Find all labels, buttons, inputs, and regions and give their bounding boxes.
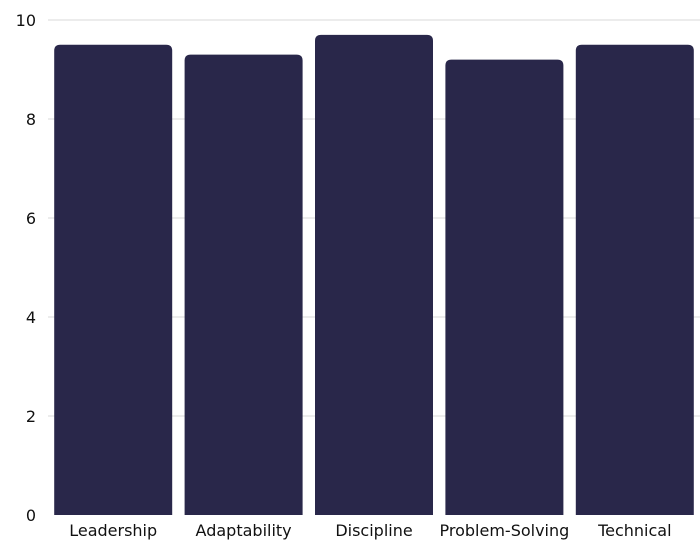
bar-technical[interactable] xyxy=(575,44,694,515)
y-axis: 0 2 4 6 8 10 xyxy=(16,11,36,525)
x-axis: Leadership Adaptability Discipline Problem-… xyxy=(69,521,671,540)
y-tick-label: 10 xyxy=(16,11,36,30)
x-tick-label: Technical xyxy=(597,521,671,540)
x-tick-label: Discipline xyxy=(335,521,412,540)
bar-problem-solving[interactable] xyxy=(445,59,564,515)
y-tick-label: 4 xyxy=(26,308,36,327)
bars xyxy=(54,34,694,516)
x-tick-label: Problem-Solving xyxy=(440,521,570,540)
x-tick-label: Adaptability xyxy=(196,521,292,540)
bar-discipline[interactable] xyxy=(315,34,433,515)
bar-leadership[interactable] xyxy=(54,44,173,515)
y-tick-label: 8 xyxy=(26,110,36,129)
y-tick-label: 2 xyxy=(26,407,36,426)
y-tick-label: 0 xyxy=(26,506,36,525)
y-tick-label: 6 xyxy=(26,209,36,228)
bar-adaptability[interactable] xyxy=(184,54,303,516)
x-tick-label: Leadership xyxy=(69,521,157,540)
